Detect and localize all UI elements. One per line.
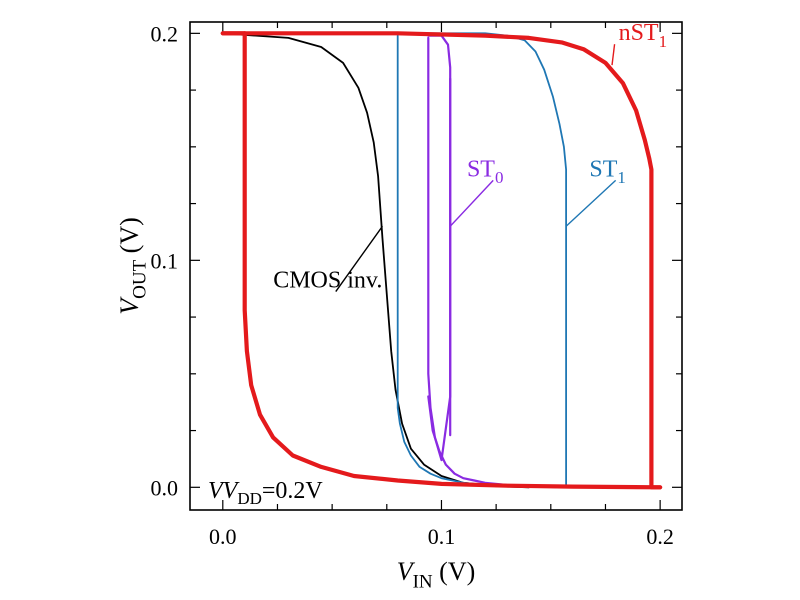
series-nst1-curve <box>242 31 663 490</box>
x-tick-label: 0.0 <box>209 524 237 549</box>
tick-marks <box>190 22 682 510</box>
label-nst1-leader <box>611 44 616 66</box>
plot-frame <box>189 21 683 511</box>
label-st0-leader <box>449 179 494 227</box>
vdd-condition-label: VVDD=0.2V <box>208 478 323 508</box>
series-nst1-curve <box>220 31 663 490</box>
label-cmos-inv-: CMOS inv. <box>273 268 382 294</box>
label-st0: ST0 <box>467 156 504 187</box>
y-tick-label: 0.1 <box>151 248 179 273</box>
x-tick-label: 0.2 <box>646 524 674 549</box>
label-nst1: nST1 <box>619 20 668 51</box>
y-axis-label: VOUT (V) <box>115 217 150 315</box>
label-cmos-inv--leader <box>335 225 383 292</box>
series-group <box>220 31 663 490</box>
y-tick-label: 0.2 <box>151 21 179 46</box>
series-st0-curve <box>427 34 452 437</box>
label-st1: ST1 <box>589 156 626 187</box>
label-st1-leader <box>565 179 617 227</box>
y-tick-label: 0.0 <box>151 475 179 500</box>
series-st1-curve <box>396 34 567 489</box>
series-cmos-inv--curve <box>221 32 530 489</box>
x-axis-label: VIN (V) <box>397 557 476 592</box>
text-group: 0.0 0.1 0.2 0.0 0.1 0.2 VIN (V) VOUT (V) CMOS in… <box>115 20 674 592</box>
x-tick-label: 0.1 <box>428 524 456 549</box>
series-st0-curve <box>427 36 452 462</box>
series-st1-curve <box>396 32 567 486</box>
